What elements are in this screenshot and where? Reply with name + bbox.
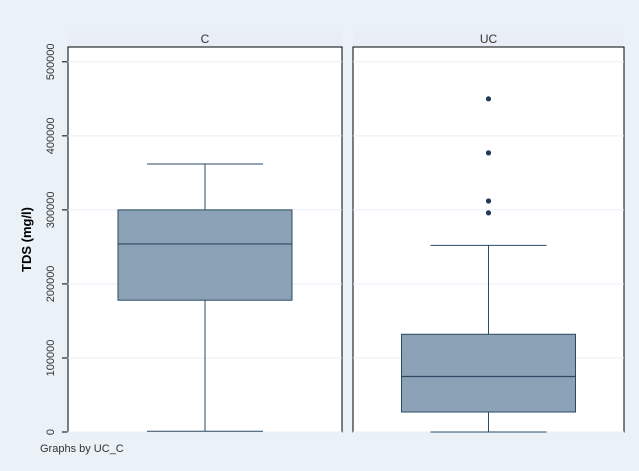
panel-strip xyxy=(353,31,624,46)
y-tick-label: 200000 xyxy=(45,266,57,303)
box-c xyxy=(117,163,293,432)
box-uc xyxy=(401,96,576,433)
panel-strip-label: UC xyxy=(480,32,498,46)
y-tick-label: 0 xyxy=(45,429,57,435)
outlier-point xyxy=(485,96,492,102)
y-axis-title: TDS (mg/l) xyxy=(19,207,34,272)
y-tick-label: 500000 xyxy=(45,43,57,80)
panel-strip xyxy=(68,31,342,46)
outlier-point xyxy=(485,210,492,216)
outlier-point xyxy=(485,150,492,156)
y-tick-label: 300000 xyxy=(45,192,57,229)
panel-strip-label: C xyxy=(201,32,210,46)
y-axis: 0 100000 200000 300000 400000 500000 xyxy=(45,43,67,435)
y-tick-label: 400000 xyxy=(45,117,57,154)
graphs-by-note: Graphs by UC_C xyxy=(40,443,124,455)
panel-uc: UC xyxy=(352,31,625,433)
y-tick-label: 100000 xyxy=(45,340,57,377)
interquartile-box xyxy=(401,333,576,413)
panel-c: C xyxy=(67,31,343,433)
interquartile-box xyxy=(117,209,293,301)
outlier-point xyxy=(485,198,492,204)
panels-layer: C UC xyxy=(67,31,625,433)
